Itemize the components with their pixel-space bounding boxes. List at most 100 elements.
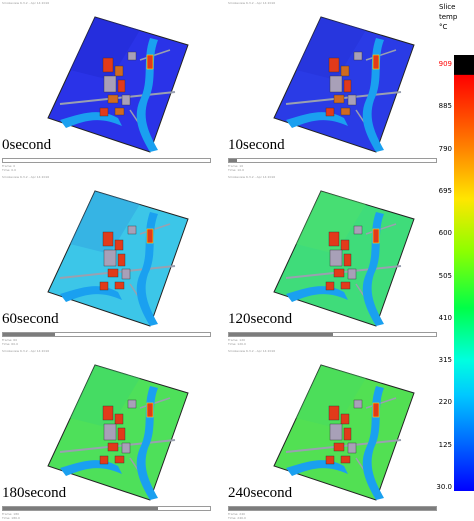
time-slider[interactable]	[2, 506, 211, 511]
building	[333, 94, 345, 104]
building	[117, 253, 126, 267]
building	[127, 399, 137, 409]
fire-source	[372, 402, 380, 418]
terrain-shade	[70, 191, 140, 254]
frame-readout: Frame: 240	[228, 512, 246, 516]
time-label: 180second	[2, 485, 67, 501]
building	[107, 442, 119, 452]
road	[365, 397, 397, 409]
time-readout: Time: 60.0	[2, 342, 18, 346]
building	[103, 249, 117, 267]
sim-panel-5: Smokeview 6.3.2 - Apr 14 2016 240second …	[226, 348, 438, 520]
panel-header: Smokeview 6.3.2 - Apr 14 2016	[2, 175, 50, 179]
building	[329, 75, 343, 93]
building	[343, 253, 352, 267]
time-label: 0second	[2, 137, 52, 153]
building	[114, 413, 124, 425]
panel-header: Smokeview 6.3.2 - Apr 14 2016	[228, 175, 276, 179]
legend-tick-label: 220	[438, 398, 452, 407]
time-readout: Time: 10.0	[228, 168, 244, 172]
building	[353, 225, 363, 235]
sim-panel-3: Smokeview 6.3.2 - Apr 14 2016 120second …	[226, 174, 438, 346]
building	[107, 268, 119, 278]
time-slider[interactable]	[228, 506, 437, 511]
time-label: 120second	[228, 311, 293, 327]
building	[329, 249, 343, 267]
building	[107, 94, 119, 104]
time-slider[interactable]	[2, 158, 211, 163]
sim-panel-1: Smokeview 6.3.2 - Apr 14 2016 10second F…	[226, 0, 438, 172]
building	[114, 65, 124, 77]
time-slider[interactable]	[2, 332, 211, 337]
building	[102, 57, 114, 73]
legend-tick-label: 790	[438, 144, 452, 153]
building	[333, 268, 345, 278]
legend-title-line-1: Slice	[439, 3, 456, 11]
panel-header: Smokeview 6.3.2 - Apr 14 2016	[228, 349, 276, 353]
legend-tick-label: 315	[438, 356, 452, 365]
building	[340, 107, 351, 116]
building	[333, 442, 345, 452]
legend-tick-label: 30.0	[436, 483, 452, 491]
legend-tick-label: 885	[438, 102, 452, 111]
scene-render	[273, 190, 415, 327]
time-slider-fill	[229, 333, 333, 336]
road	[139, 397, 171, 409]
fire-source	[372, 54, 380, 70]
frame-readout: Frame: 60	[2, 338, 18, 342]
building	[347, 268, 357, 280]
frame-readout: Frame: 10	[228, 164, 244, 168]
legend-tick-label: 695	[438, 186, 452, 195]
building	[340, 281, 351, 290]
building	[340, 455, 351, 464]
legend-title-line-2: temp	[439, 13, 458, 21]
building	[114, 455, 125, 464]
road	[139, 49, 171, 61]
building	[121, 268, 131, 280]
sim-panel-4: Smokeview 6.3.2 - Apr 14 2016 180second …	[0, 348, 212, 520]
fire-source	[372, 228, 380, 244]
building	[343, 427, 352, 441]
building	[347, 94, 357, 106]
time-readout: Time: 120.0	[228, 342, 246, 346]
building	[353, 51, 363, 61]
road	[365, 49, 397, 61]
terrain-shade	[70, 365, 140, 428]
time-slider-fill	[229, 507, 436, 510]
road	[139, 223, 171, 235]
panel-header: Smokeview 6.3.2 - Apr 14 2016	[2, 1, 50, 5]
building	[329, 423, 343, 441]
legend-tick-label: 600	[438, 229, 452, 238]
sim-panel-0: Smokeview 6.3.2 - Apr 14 2016 0second Fr…	[0, 0, 212, 172]
building	[102, 405, 114, 421]
time-slider[interactable]	[228, 332, 437, 337]
building	[121, 94, 131, 106]
building	[347, 442, 357, 454]
building	[121, 442, 131, 454]
building	[114, 239, 124, 251]
terrain-shade	[296, 191, 366, 254]
building	[127, 51, 137, 61]
time-label: 10second	[228, 137, 285, 153]
frame-readout: Frame: 120	[228, 338, 246, 342]
building	[114, 281, 125, 290]
sim-panel-2: Smokeview 6.3.2 - Apr 14 2016 60second F…	[0, 174, 212, 346]
building	[117, 427, 126, 441]
legend-tick-label: 125	[438, 440, 452, 449]
time-slider[interactable]	[228, 158, 437, 163]
building	[114, 107, 125, 116]
scene-render	[47, 16, 189, 153]
time-label: 240second	[228, 485, 293, 501]
legend-tick-label: 909	[438, 60, 452, 68]
building	[103, 423, 117, 441]
building	[328, 57, 340, 73]
building	[99, 107, 109, 117]
building	[325, 107, 335, 117]
legend-title-line-3: °C	[439, 23, 448, 31]
building	[353, 399, 363, 409]
building	[103, 75, 117, 93]
building	[343, 79, 352, 93]
building	[127, 225, 137, 235]
time-readout: Time: 0.0	[2, 168, 17, 172]
